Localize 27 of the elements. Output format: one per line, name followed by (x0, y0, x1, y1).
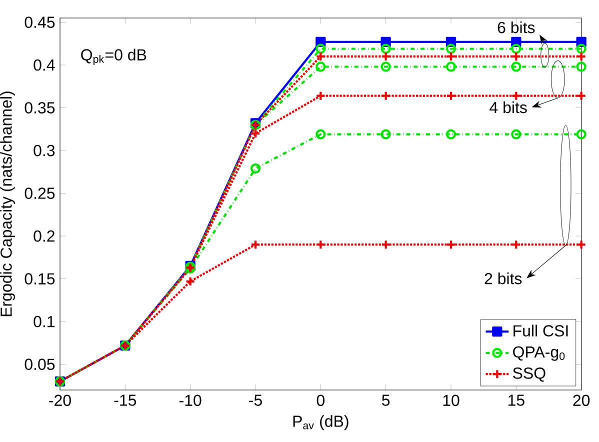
x-tick-label: 20 (573, 394, 590, 406)
legend-label: SSQ (513, 368, 546, 382)
annotation: 4 bits (490, 101, 527, 114)
y-tick-label: 0.25 (24, 188, 55, 199)
x-tick-label: -15 (114, 394, 136, 406)
legend-label: Full CSI (514, 324, 568, 336)
y-tick-label: 0.15 (24, 273, 55, 284)
y-tick-label: 0.2 (34, 230, 54, 242)
y-tick-label: 0.1 (34, 316, 55, 328)
x-tick-label: -5 (249, 394, 262, 406)
legend-label: QPA-g$_{0}$ (513, 346, 565, 361)
x-tick-label: -10 (179, 394, 202, 406)
x-tick-label: -20 (49, 394, 71, 406)
annotation: 2 bits (484, 272, 522, 284)
y-axis-title: Ergodic Capacity (nats/channel) (0, 92, 16, 316)
y-tick-label: 0.3 (34, 144, 55, 156)
x-tick-label: 10 (443, 394, 460, 406)
y-tick-label: 0.35 (24, 102, 55, 114)
annotation: Q$_{pk}$=0 dB (81, 48, 146, 65)
annotation: 6 bits (498, 21, 535, 34)
x-tick-label: 0 (316, 394, 324, 406)
x-tick-label: 5 (382, 394, 390, 406)
x-tick-label: 15 (508, 394, 524, 406)
y-tick-label: 0.4 (34, 59, 55, 71)
x-axis-title: P$_{av}$ (dB) (293, 415, 348, 430)
y-tick-label: 0.45 (24, 16, 55, 28)
y-tick-label: 0.05 (24, 358, 55, 370)
